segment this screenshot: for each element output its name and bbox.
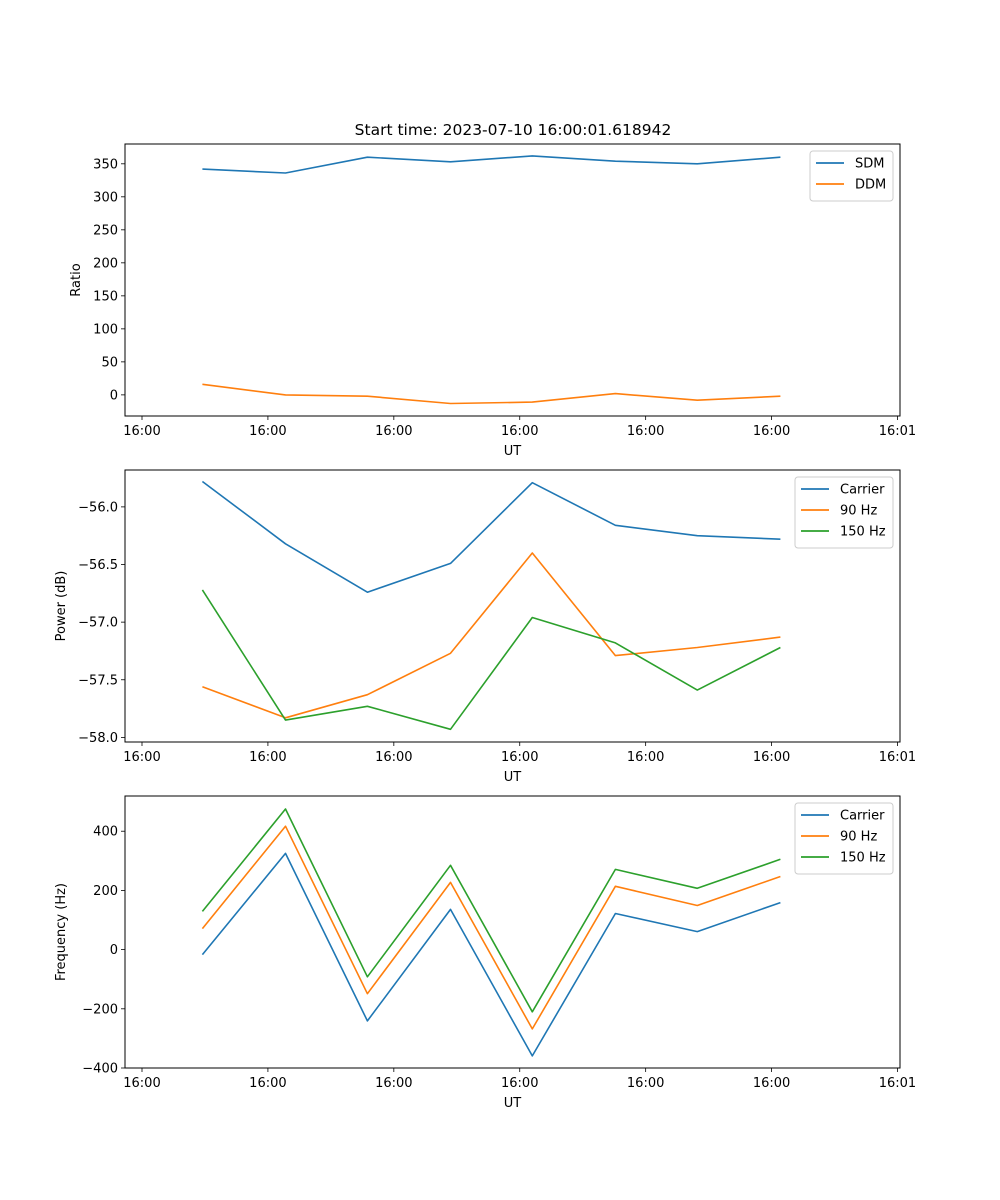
y-tick-label: −56.5 xyxy=(78,558,118,573)
y-tick-label: 0 xyxy=(110,943,118,958)
x-axis-label: UT xyxy=(504,770,522,785)
y-tick-label: −56.0 xyxy=(78,500,118,515)
y-tick-label: 100 xyxy=(93,322,118,337)
x-tick-label: 16:00 xyxy=(501,424,538,439)
series-line-carrier xyxy=(201,480,781,594)
series-line-90-hz xyxy=(202,552,781,719)
x-tick-label: 16:00 xyxy=(123,1076,160,1091)
series-line-90-hz xyxy=(201,825,781,1030)
axes-frame xyxy=(124,795,901,1069)
y-axis-label: Ratio xyxy=(69,263,84,296)
y-tick-label: −58.0 xyxy=(78,731,118,746)
y-tick-label: 200 xyxy=(93,256,118,271)
legend-label: SDM xyxy=(855,157,884,172)
y-tick-label: 350 xyxy=(93,157,118,172)
legend-label: 150 Hz xyxy=(840,851,886,866)
y-tick-label: −200 xyxy=(82,1002,118,1017)
x-tick-label: 16:00 xyxy=(123,424,160,439)
legend: Carrier 90 Hz 150 Hz xyxy=(794,476,894,549)
x-axis-label: UT xyxy=(504,1096,522,1111)
x-tick-label: 16:00 xyxy=(249,1076,286,1091)
y-tick-label: 300 xyxy=(93,190,118,205)
x-tick-label: 16:00 xyxy=(375,750,412,765)
y-tick-label: −57.0 xyxy=(78,616,118,631)
y-tick-label: 250 xyxy=(93,223,118,238)
y-tick-label: −400 xyxy=(82,1062,118,1077)
legend-label: 90 Hz xyxy=(840,504,877,519)
x-tick-label: 16:00 xyxy=(249,750,286,765)
x-axis-label: UT xyxy=(504,444,522,459)
y-tick-label: 0 xyxy=(110,388,118,403)
chart-title: Start time: 2023-07-10 16:00:01.618942 xyxy=(355,121,672,139)
series-line-sdm xyxy=(202,155,781,174)
series-line-carrier xyxy=(201,852,781,1057)
y-tick-label: −57.5 xyxy=(78,673,118,688)
legend-label: DDM xyxy=(855,178,886,193)
legend: Carrier 90 Hz 150 Hz xyxy=(794,802,894,875)
x-tick-label: 16:01 xyxy=(879,424,916,439)
x-tick-label: 16:01 xyxy=(879,750,916,765)
y-tick-label: 150 xyxy=(93,289,118,304)
legend-label: 150 Hz xyxy=(840,525,886,540)
y-tick-label: 400 xyxy=(93,825,118,840)
x-tick-label: 16:00 xyxy=(249,424,286,439)
x-tick-label: 16:00 xyxy=(753,1076,790,1091)
x-tick-label: 16:00 xyxy=(375,1076,412,1091)
y-tick-label: 200 xyxy=(93,884,118,899)
subplot-1: 16:00 16:00 16:00 16:00 16:00 16:00 16:01 0 50 10… xyxy=(69,143,916,459)
subplot-2: 16:00 16:00 16:00 16:00 16:00 16:00 16:01 −58.0… xyxy=(54,469,916,785)
x-tick-label: 16:00 xyxy=(501,750,538,765)
x-tick-label: 16:00 xyxy=(375,424,412,439)
x-tick-label: 16:00 xyxy=(123,750,160,765)
x-tick-label: 16:00 xyxy=(753,750,790,765)
x-tick-label: 16:00 xyxy=(627,1076,664,1091)
axes-frame xyxy=(124,469,901,743)
x-tick-label: 16:01 xyxy=(879,1076,916,1091)
x-tick-label: 16:00 xyxy=(627,424,664,439)
x-tick-label: 16:00 xyxy=(753,424,790,439)
subplot-3: 16:00 16:00 16:00 16:00 16:00 16:00 16:01 −400 −… xyxy=(54,795,916,1111)
axes-frame xyxy=(124,143,901,417)
legend-label: Carrier xyxy=(840,483,885,498)
x-tick-label: 16:00 xyxy=(627,750,664,765)
series-line-150-hz xyxy=(201,589,781,731)
y-axis-label: Power (dB) xyxy=(54,571,69,642)
y-tick-label: 50 xyxy=(101,355,118,370)
series-line-150-hz xyxy=(201,808,781,1013)
y-axis-label: Frequency (Hz) xyxy=(54,883,69,981)
legend: SDM DDM xyxy=(809,150,894,202)
x-tick-label: 16:00 xyxy=(501,1076,538,1091)
legend-label: 90 Hz xyxy=(840,830,877,845)
series-line-ddm xyxy=(202,383,781,405)
legend-label: Carrier xyxy=(840,809,885,824)
